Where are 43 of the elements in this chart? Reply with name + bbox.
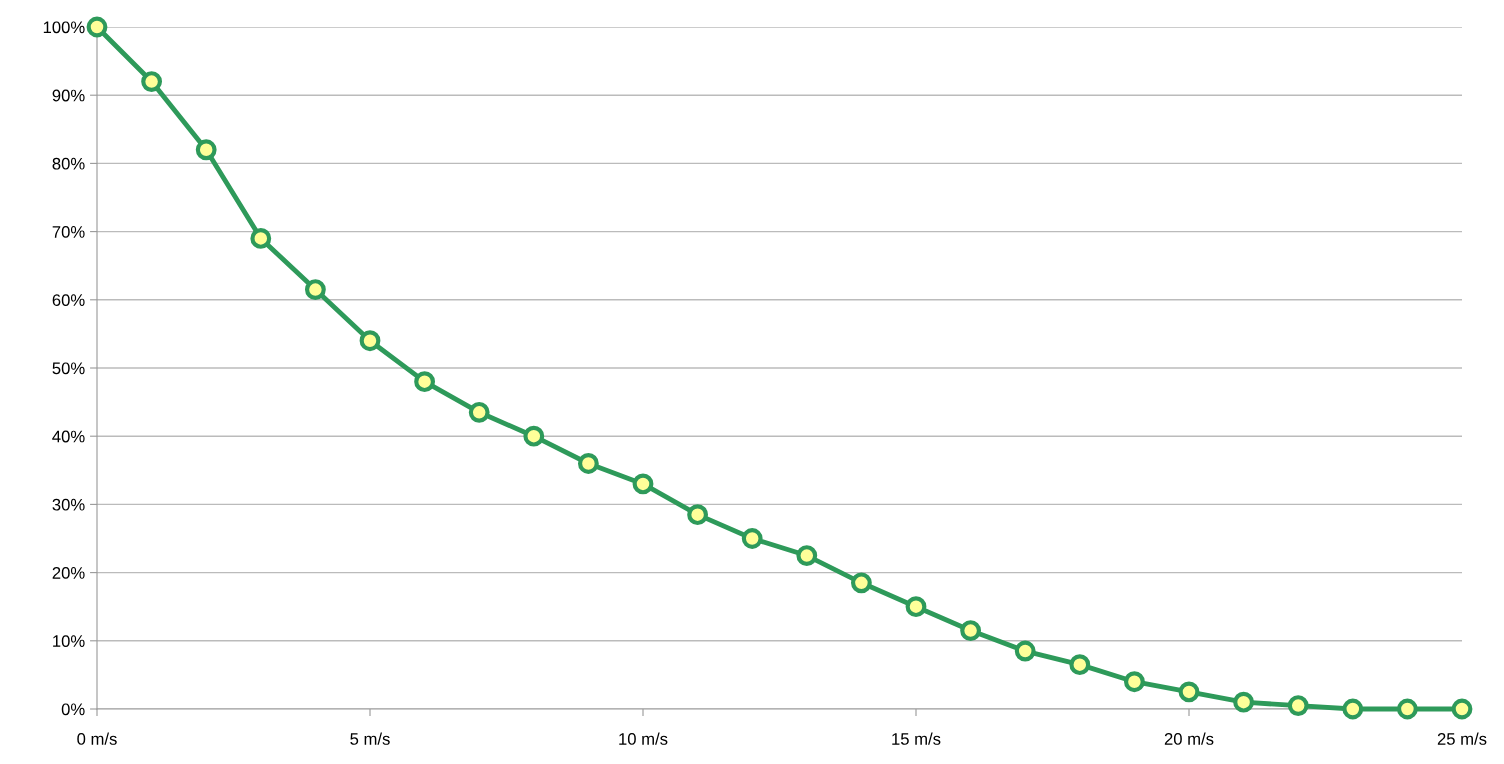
point [850,572,872,594]
point [468,401,490,423]
x-tick-label: 25 m/s [1437,732,1487,745]
point [304,279,326,300]
y-tick-label: 70% [52,226,85,238]
point [523,425,545,447]
point [1233,691,1255,713]
y-tick-label: 20% [52,567,85,579]
point [577,453,599,474]
x-tick-label: 10 m/s [619,732,668,745]
x-tick-label: 5 m/s [350,732,390,745]
point [1287,695,1309,717]
x-tick-label: 15 m/s [892,732,941,745]
y-tick-label: 30% [52,498,85,511]
point [905,596,927,618]
point [1396,698,1418,720]
y-tick-label: 80% [52,157,85,170]
y-tick-label: 60% [52,294,85,306]
x-tick-label: 0 m/s [77,732,117,745]
point [796,545,818,566]
point [1069,654,1091,676]
point [741,528,763,549]
y-tick-label: 40% [52,430,85,443]
point [1014,640,1036,662]
y-tick-label: 90% [52,89,85,102]
point [359,330,381,352]
x-tick-label: 20 m/s [1164,732,1214,745]
point [141,71,163,92]
point [1123,671,1145,693]
point [1342,698,1364,720]
y-tick-label: 100% [43,21,85,34]
y-tick-label: 10% [53,635,85,647]
point [414,371,436,393]
point [1451,698,1473,720]
point [250,228,272,249]
point [86,16,108,38]
y-tick-label: 0% [61,703,85,716]
point [632,473,654,495]
point [195,139,217,161]
point [1178,681,1200,703]
y-tick-label: 50% [52,362,85,375]
point [960,620,982,641]
point [687,504,709,526]
